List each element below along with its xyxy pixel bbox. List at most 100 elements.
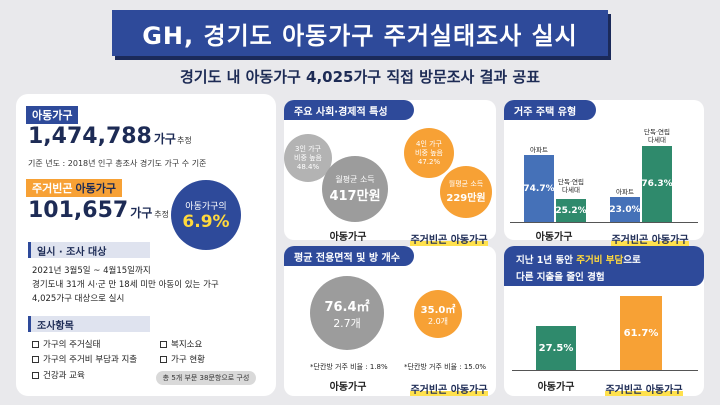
- housing-poor-multi-caption: 단독·연립 다세대: [644, 128, 670, 144]
- area-title: 평균 전용면적 및 방 개수: [294, 252, 400, 264]
- survey-item: 가구의 주거실태: [32, 338, 100, 350]
- checkbox-icon: [32, 340, 39, 348]
- survey-item-label: 복지소요: [171, 340, 203, 350]
- poor-rooms-value: 2.0개: [427, 317, 449, 326]
- housing-poor-apt-value: 23.0%: [609, 204, 641, 215]
- checkbox-icon: [32, 355, 39, 363]
- burden-title-a: 지난 1년 동안: [516, 255, 577, 266]
- burden-poor-bar: 61.7%: [620, 296, 662, 370]
- items-section-header: 조사항목: [28, 316, 150, 332]
- burden-poor-category-wrap: 주거빈곤 아동가구: [594, 378, 694, 397]
- housing-poor-apt-bar: 23.0%: [609, 197, 641, 222]
- poor-household-unit: 가구: [130, 206, 153, 220]
- socio-poor-category-wrap: 주거빈곤 아동가구: [404, 228, 494, 247]
- child-rooms-value: 2.7개: [333, 316, 361, 330]
- burden-child-value: 27.5%: [538, 342, 574, 354]
- title-banner: GH, 경기도 아동가구 주거실태조사 실시: [112, 10, 608, 56]
- survey-item: 가구 현황: [160, 353, 205, 365]
- child-household-unit: 가구: [153, 132, 176, 146]
- child-household-tag-label: 아동가구: [32, 109, 73, 122]
- checkbox-icon: [160, 340, 167, 348]
- housing-poor-category-wrap: 주거빈곤 아동가구: [600, 228, 700, 247]
- child-multi-value: 48.4%: [296, 162, 320, 171]
- poor-multi-value: 47.2%: [417, 157, 441, 166]
- poor-income-label: 월평균 소득: [448, 180, 484, 188]
- socio-poor-category: 주거빈곤 아동가구: [410, 235, 488, 246]
- housing-poor-category: 주거빈곤 아동가구: [611, 235, 689, 246]
- housing-poor-multi-bar: 76.3%: [641, 146, 673, 222]
- schedule-section-header: 일시 · 조사 대상: [28, 242, 150, 258]
- child-area-value: 76.4㎡: [324, 299, 370, 315]
- housing-poor-multi-value: 76.3%: [641, 179, 673, 189]
- ratio-label: 아동가구의: [185, 201, 227, 212]
- burden-title-b: 으로: [623, 255, 641, 266]
- housing-panel-title: 거주 주택 유형: [504, 100, 596, 120]
- poor-household-number: 101,657: [28, 198, 129, 223]
- housing-child-category: 아동가구: [535, 232, 573, 243]
- housing-poor-apt-caption: 아파트: [616, 188, 634, 196]
- housing-child-multi-bar: 25.2%: [555, 199, 587, 222]
- child-income-circle: 월평균 소득 417만원: [322, 156, 388, 222]
- poor-single-room-note: *단칸방 거주 비율 : 15.0%: [404, 363, 487, 371]
- checkbox-icon: [32, 371, 39, 379]
- child-household-tag: 아동가구: [26, 106, 79, 124]
- poor-multi-label: 4인 가구 비중 높음: [415, 139, 443, 157]
- survey-item-label: 가구 현황: [171, 355, 205, 365]
- socio-panel-title: 주요 사회·경제적 특성: [284, 100, 414, 120]
- child-household-count: 1,474,788 가구 추정: [28, 124, 192, 149]
- housing-child-apt-caption: 아파트: [530, 146, 548, 154]
- survey-item: 건강과 교육: [32, 369, 85, 381]
- area-child-category: 아동가구: [329, 382, 367, 393]
- survey-item-label: 가구의 주거실태: [43, 340, 101, 350]
- burden-title-line1: 지난 1년 동안 주거비 부담으로: [516, 252, 704, 266]
- ratio-value: 6.9%: [182, 211, 230, 232]
- socio-title: 주요 사회·경제적 특성: [294, 106, 388, 118]
- socio-child-category: 아동가구: [329, 232, 367, 243]
- housing-title: 거주 주택 유형: [514, 106, 577, 118]
- poor-income-value: 229만원: [446, 193, 486, 204]
- survey-item: 복지소요: [160, 338, 202, 350]
- poor-tag-highlight: 주거빈곤: [32, 182, 73, 195]
- page-subtitle: 경기도 내 아동가구 4,025가구 직접 방문조사 결과 공표: [179, 68, 540, 86]
- poor-household-count: 101,657 가구 추정: [28, 198, 169, 223]
- housing-axis: [510, 222, 698, 223]
- child-household-number: 1,474,788: [28, 124, 152, 149]
- schedule-line: 경기도내 31개 시·군 만 18세 미만 아동이 있는 가구: [32, 280, 219, 290]
- poor-area-circle: 35.0㎡ 2.0개: [414, 290, 462, 338]
- base-year-note: 기준 년도 : 2018년 인구 총조사 경기도 가구 수 기준: [28, 159, 207, 168]
- burden-panel-title: 지난 1년 동안 주거비 부담으로 다른 지출을 줄인 경험: [504, 246, 704, 286]
- poor-household-est: 추정: [154, 210, 170, 219]
- poor-multi-circle: 4인 가구 비중 높음 47.2%: [404, 128, 454, 178]
- burden-poor-value: 61.7%: [623, 327, 659, 339]
- area-panel-title: 평균 전용면적 및 방 개수: [284, 246, 414, 266]
- child-single-room-note: *단칸방 거주 비율 : 1.8%: [310, 363, 388, 371]
- checkbox-icon: [160, 355, 167, 363]
- child-multi-label: 3인 가구 비중 높음: [294, 144, 322, 162]
- burden-child-category: 아동가구: [537, 382, 575, 393]
- poor-household-tag: 주거빈곤 아동가구: [26, 179, 122, 197]
- schedule-line: 2021년 3월5일 ~ 4월15일까지: [32, 266, 151, 276]
- child-area-circle: 76.4㎡ 2.7개: [310, 276, 384, 350]
- poor-tag-plain: 아동가구: [75, 182, 116, 195]
- burden-poor-category: 주거빈곤 아동가구: [605, 385, 683, 396]
- child-household-est: 추정: [176, 136, 192, 145]
- poor-area-value: 35.0㎡: [420, 305, 456, 316]
- schedule-line: 4,025가구 대상으로 실시: [32, 294, 125, 304]
- child-income-label: 월평균 소득: [335, 175, 375, 184]
- burden-title-highlight: 주거비 부담: [576, 255, 624, 266]
- area-poor-category: 주거빈곤 아동가구: [410, 385, 488, 396]
- poor-income-circle: 월평균 소득 229만원: [440, 166, 492, 218]
- survey-item: 가구의 주거비 부담과 지출: [32, 353, 137, 365]
- housing-child-apt-bar: 74.7%: [523, 155, 555, 222]
- schedule-title: 일시 · 조사 대상: [37, 246, 107, 258]
- burden-axis: [512, 370, 698, 371]
- area-poor-category-wrap: 주거빈곤 아동가구: [404, 378, 494, 397]
- burden-child-bar: 27.5%: [536, 326, 576, 370]
- child-multi-circle: 3인 가구 비중 높음 48.4%: [284, 134, 332, 182]
- housing-child-apt-value: 74.7%: [523, 183, 555, 194]
- ratio-bubble: 아동가구의 6.9%: [171, 180, 241, 250]
- items-title: 조사항목: [37, 320, 74, 332]
- survey-item-label: 가구의 주거비 부담과 지출: [43, 355, 138, 365]
- page-title: GH, 경기도 아동가구 주거실태조사 실시: [142, 21, 578, 50]
- survey-item-label: 건강과 교육: [43, 371, 85, 381]
